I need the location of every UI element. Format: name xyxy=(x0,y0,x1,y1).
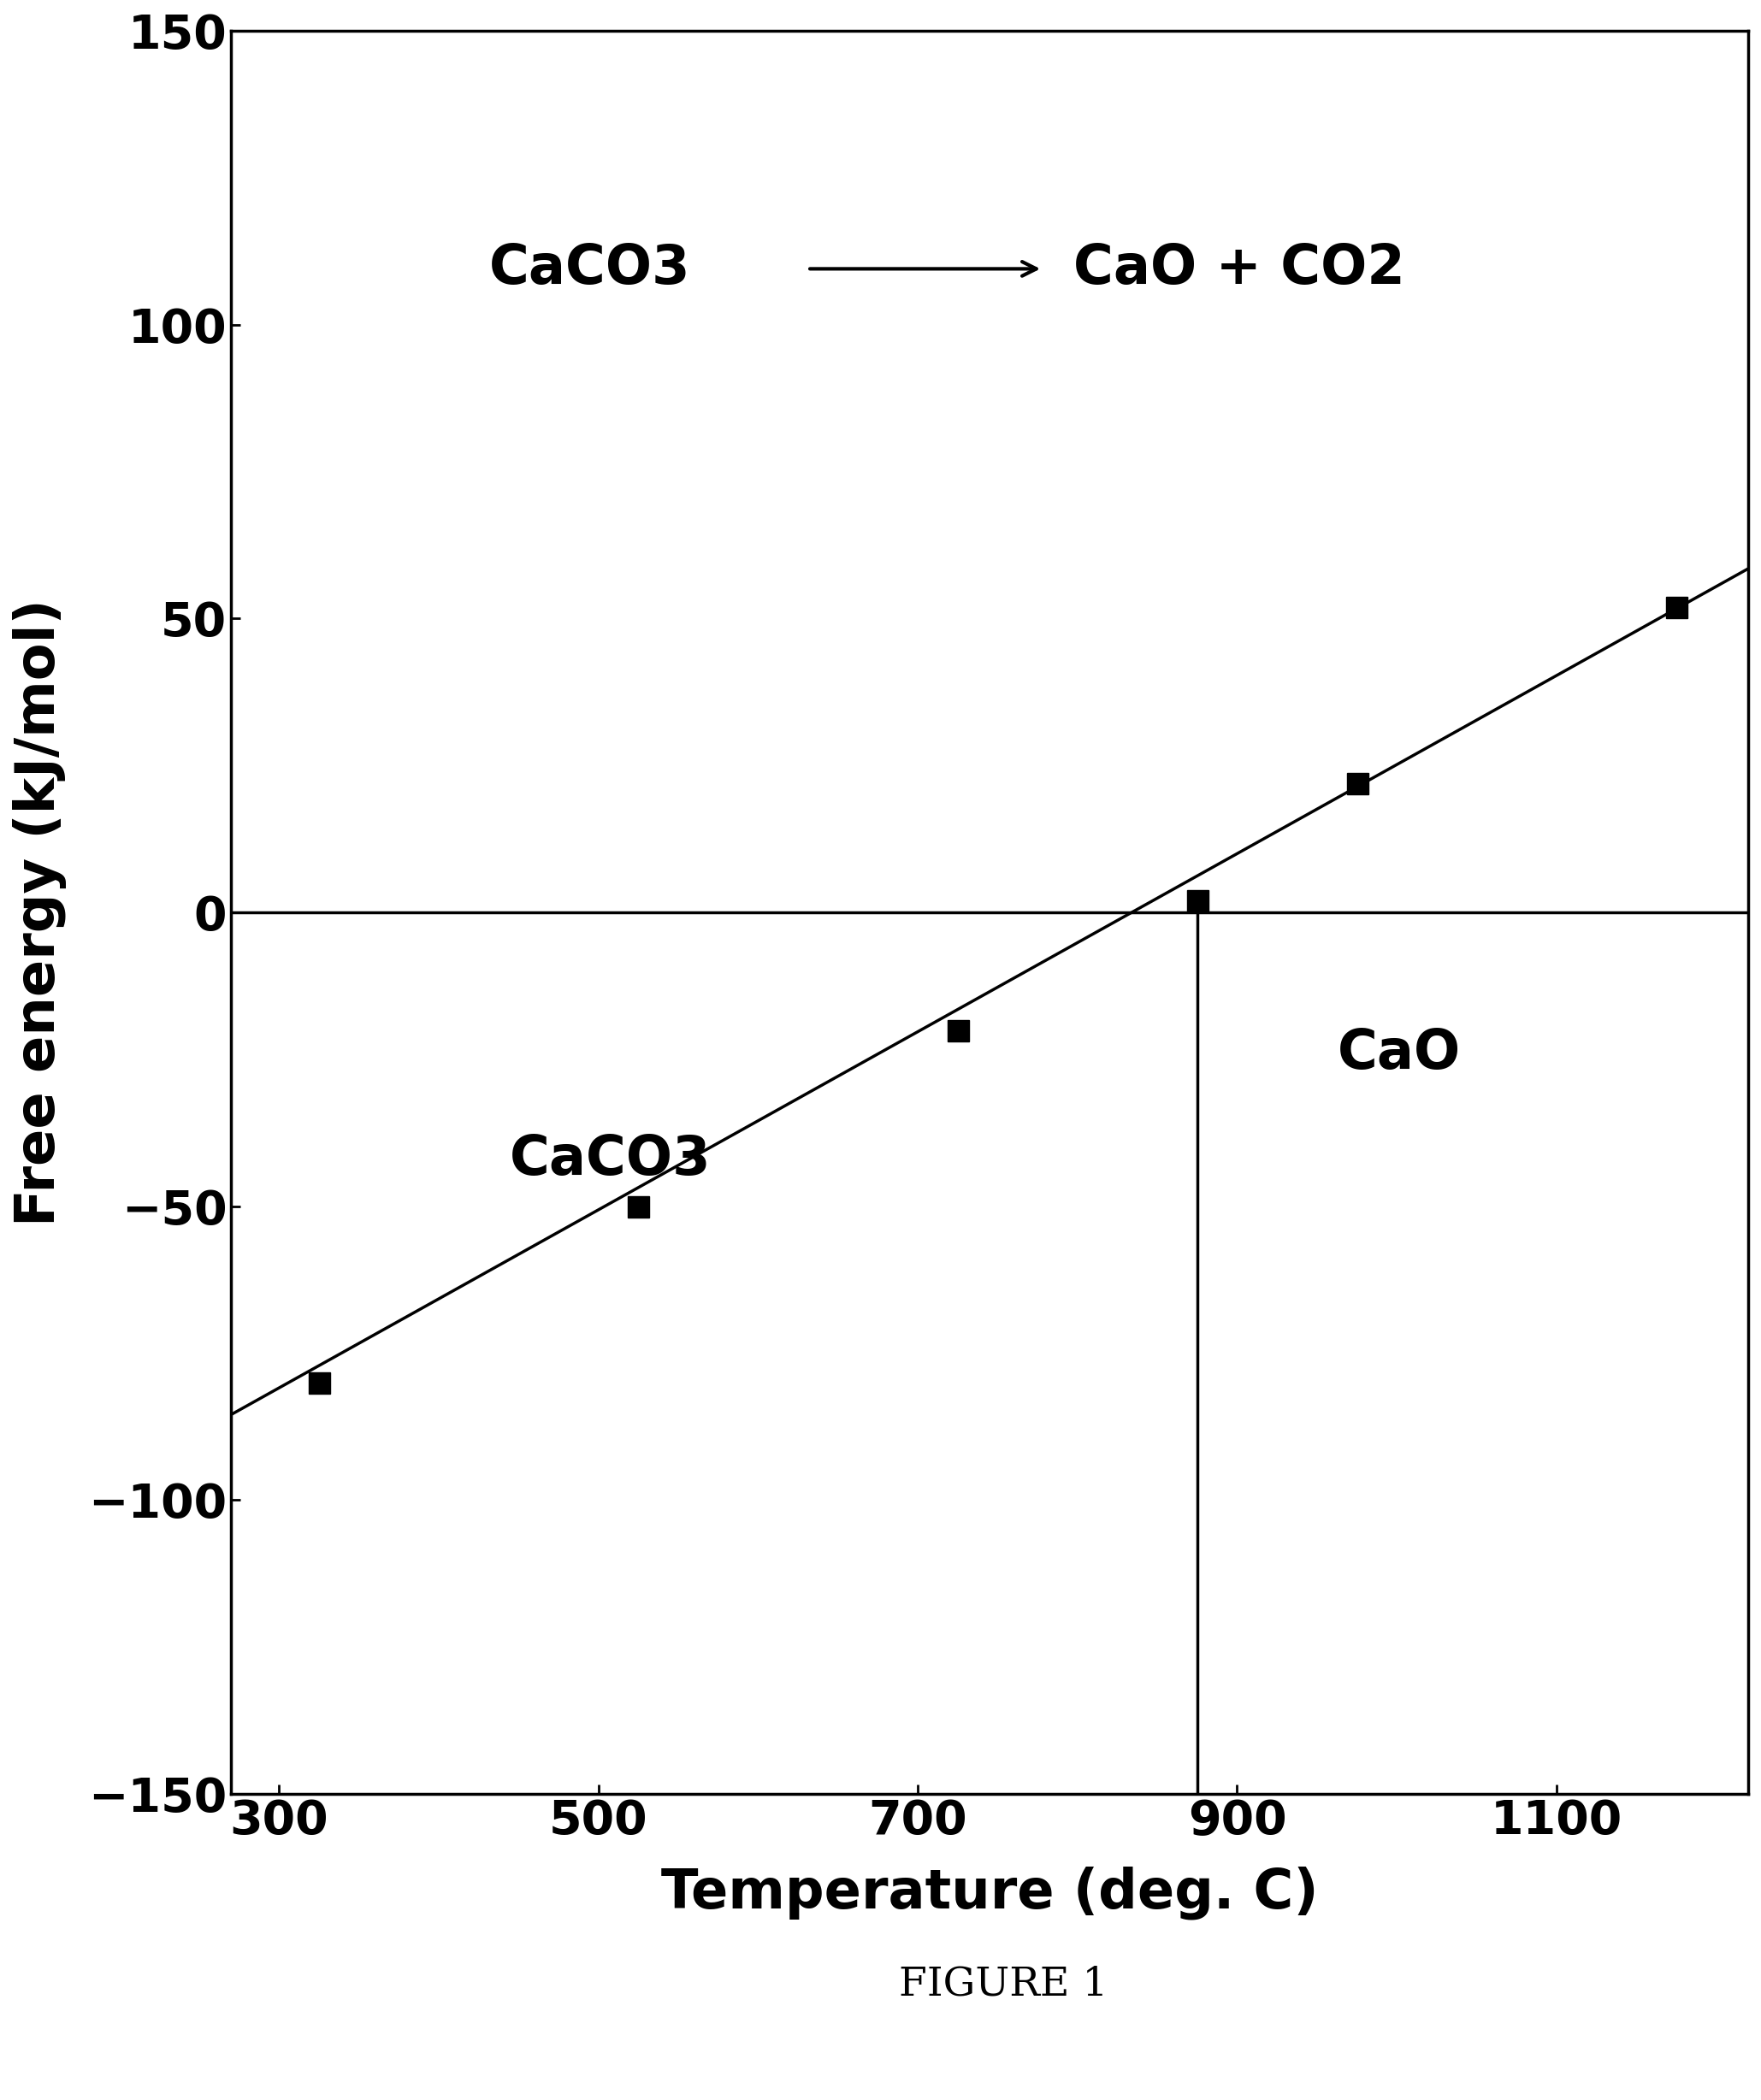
X-axis label: Temperature (deg. C): Temperature (deg. C) xyxy=(660,1865,1319,1919)
Y-axis label: Free energy (kJ/mol): Free energy (kJ/mol) xyxy=(12,598,67,1226)
Text: CaO + CO2: CaO + CO2 xyxy=(1072,242,1405,296)
Text: CaCO3: CaCO3 xyxy=(509,1132,711,1186)
Text: FIGURE 1: FIGURE 1 xyxy=(900,1966,1108,2003)
Text: CaCO3: CaCO3 xyxy=(490,242,690,296)
Text: CaO: CaO xyxy=(1338,1027,1462,1079)
